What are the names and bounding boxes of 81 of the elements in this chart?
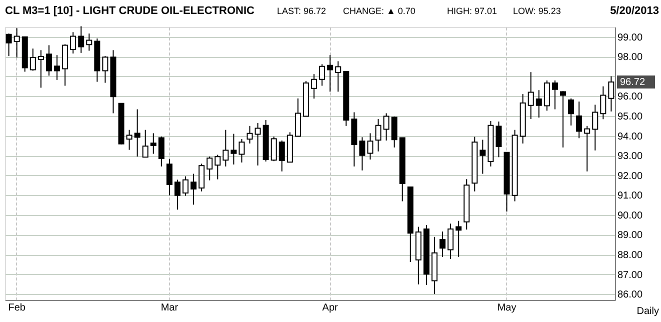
candlestick [142,129,148,158]
candlestick [126,129,132,150]
candlestick [592,104,598,151]
candlestick [166,158,172,196]
candlestick [70,32,76,54]
candlestick [576,101,582,139]
x-tick-label: Mar [160,302,179,314]
y-tick-label: 91.00 [618,190,643,202]
y-tick-label: 88.00 [618,250,643,261]
y-tick-label: 99.00 [618,32,643,44]
candlestick [327,54,334,92]
candlestick [536,90,542,118]
candlestick [367,132,374,160]
candlestick [319,64,326,86]
candlestick [480,139,486,174]
candlestick [46,44,52,76]
y-tick-label: 93.00 [618,151,643,162]
text: HIGH: 97.01 [447,6,498,16]
candlestick [254,122,261,166]
candlestick [600,86,606,120]
candlestick [544,80,550,112]
x-tick-label: Feb [8,302,26,314]
candlestick [134,108,140,158]
text: 96.72 [620,76,646,88]
text: LOW: 95.23 [513,6,561,16]
text: LAST: 96.72 [277,6,326,16]
text: 5/20/2013 [610,5,659,17]
y-tick-label: 87.00 [618,270,643,281]
candlestick [440,231,446,258]
candlestick [246,125,253,144]
y-tick-label: 89.00 [618,230,643,242]
text: CHANGE: ▲ 0.70 [343,6,416,16]
candlestick [174,179,180,210]
y-tick-label: 96.00 [618,92,643,103]
y-tick-label: 98.00 [618,52,643,64]
candlestick [102,56,108,84]
candlestick [568,98,574,126]
candlestick [222,129,229,167]
y-tick-label: 95.00 [618,112,643,123]
y-tick-label: 86.00 [618,290,643,301]
candlestick [214,154,221,180]
candlestick [38,50,44,88]
candlestick [270,136,277,162]
text: Daily [636,306,659,317]
candlestick [448,223,454,260]
candlestick [14,28,20,58]
candlestick [383,112,390,142]
x-tick-label: Apr [322,302,339,314]
y-tick-label: 94.00 [618,131,643,142]
candlestick [335,60,342,92]
candlestick [206,156,213,181]
candlestick [30,48,36,72]
chart-title: CL M3=1 [10] - LIGHT CRUDE OIL-ELECTRONIC [5,5,255,17]
candlestick [190,173,197,206]
candlestick [552,80,558,110]
x-tick-label: May [497,302,516,314]
candlestick [86,33,92,52]
candlestick [230,133,237,165]
candlestick [311,74,318,100]
y-tick-label: 92.00 [618,170,643,182]
candlestick [158,136,164,167]
candlestick [294,98,301,137]
candlestick [238,138,245,164]
candlestick [608,76,614,112]
candlestick [278,140,285,172]
candlestick [560,90,566,148]
candlestick [6,33,12,57]
candlestick [198,163,205,192]
candlestick [528,72,534,120]
candlestick [150,132,156,154]
candlestick [62,44,68,86]
candlestick [359,136,366,171]
candlestick [391,116,398,148]
candlestick [496,121,502,158]
candlestick [182,176,189,196]
candlestick [456,220,462,258]
candlestick [375,118,382,152]
candlestick [584,125,590,172]
candlestick [54,54,60,81]
y-tick-label: 90.00 [618,210,643,222]
candlestick [78,26,84,54]
